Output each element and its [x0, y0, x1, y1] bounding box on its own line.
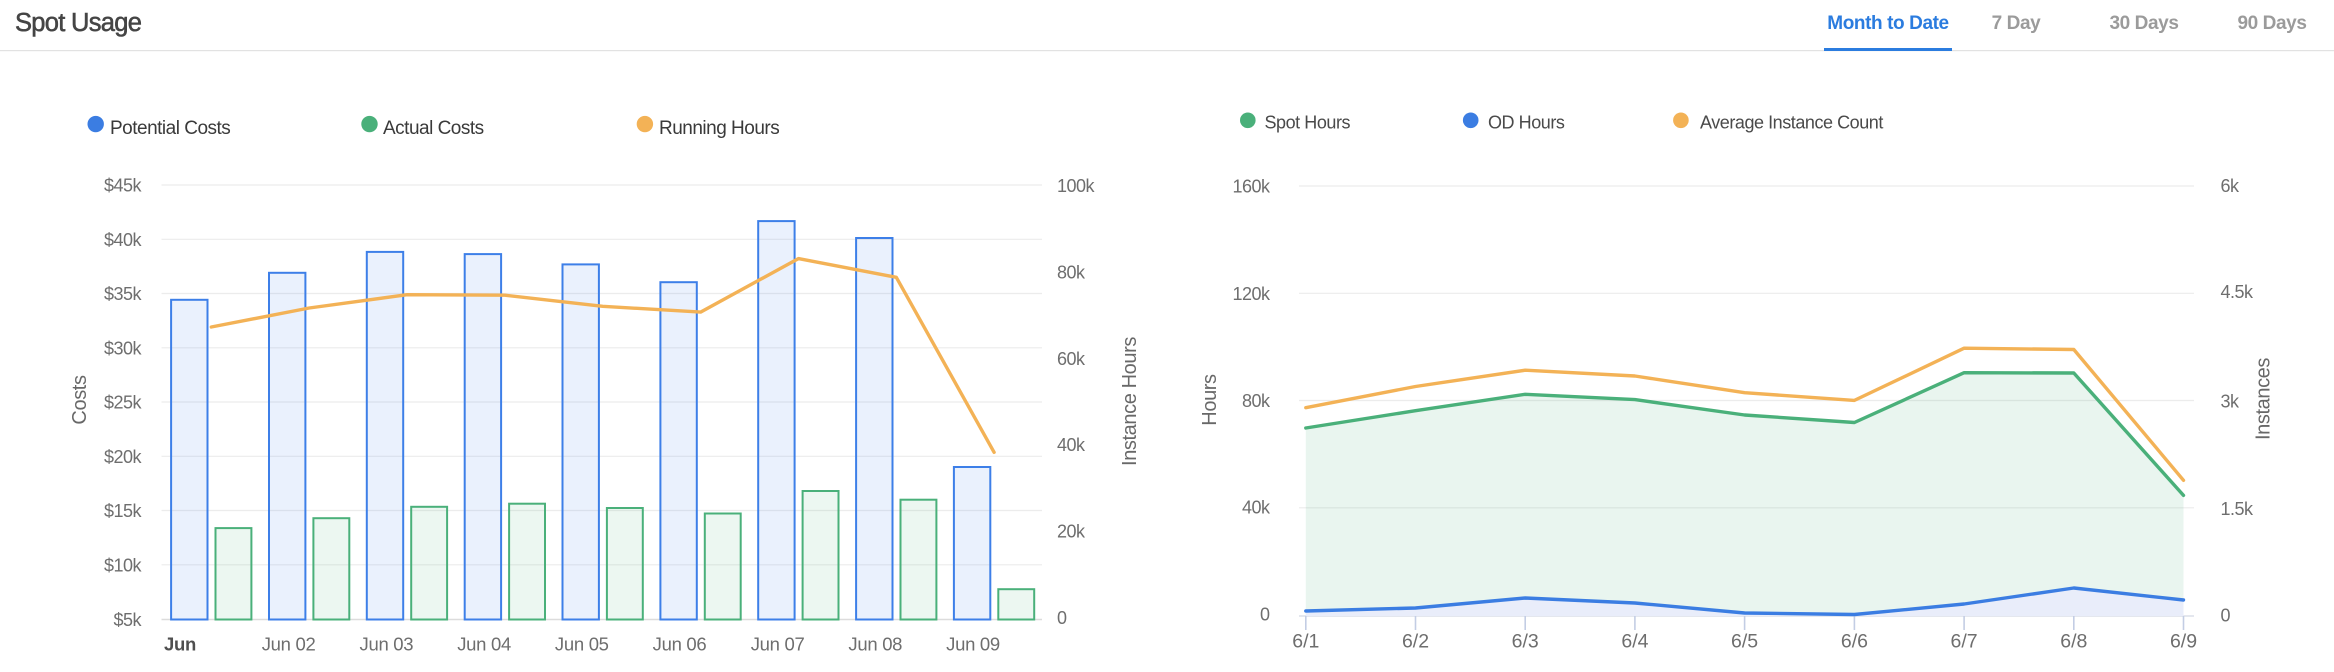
svg-text:6/8: 6/8: [2060, 631, 2087, 653]
svg-text:6/1: 6/1: [1292, 631, 1319, 653]
svg-text:Spot Usage: Spot Usage: [15, 9, 142, 37]
svg-text:6/3: 6/3: [1512, 631, 1539, 653]
svg-text:6/4: 6/4: [1621, 631, 1648, 653]
svg-text:$5k: $5k: [113, 610, 142, 630]
svg-text:Jun 07: Jun 07: [751, 634, 805, 655]
svg-text:40k: 40k: [1242, 498, 1271, 518]
svg-text:Jun 02: Jun 02: [262, 634, 316, 655]
svg-text:Instance Hours: Instance Hours: [1119, 337, 1141, 466]
svg-text:Jun 09: Jun 09: [946, 634, 1000, 655]
svg-text:$10k: $10k: [104, 555, 143, 575]
svg-text:30 Days: 30 Days: [2109, 13, 2178, 34]
svg-text:Average Instance Count: Average Instance Count: [1700, 113, 1883, 133]
svg-text:Jun: Jun: [164, 634, 196, 655]
svg-text:Jun 04: Jun 04: [457, 634, 511, 655]
svg-text:Jun 05: Jun 05: [555, 634, 609, 655]
svg-text:6/7: 6/7: [1951, 631, 1978, 653]
svg-text:0: 0: [1057, 608, 1067, 628]
svg-text:$15k: $15k: [104, 501, 143, 521]
svg-text:6/5: 6/5: [1731, 631, 1758, 653]
svg-text:OD Hours: OD Hours: [1488, 113, 1565, 133]
svg-text:$20k: $20k: [104, 447, 143, 467]
svg-text:6/6: 6/6: [1841, 631, 1868, 653]
svg-text:160k: 160k: [1232, 177, 1271, 197]
svg-text:Jun 06: Jun 06: [653, 634, 707, 655]
svg-text:80k: 80k: [1242, 391, 1271, 411]
svg-text:60k: 60k: [1057, 349, 1086, 369]
svg-text:20k: 20k: [1057, 522, 1086, 542]
svg-text:Potential Costs: Potential Costs: [110, 118, 230, 139]
svg-text:100k: 100k: [1057, 176, 1096, 196]
svg-text:$45k: $45k: [104, 176, 143, 196]
svg-text:0: 0: [2221, 606, 2231, 626]
svg-text:Month to Date: Month to Date: [1827, 13, 1948, 34]
svg-text:90 Days: 90 Days: [2237, 13, 2306, 34]
svg-text:0: 0: [1260, 605, 1270, 625]
svg-text:Actual Costs: Actual Costs: [383, 118, 484, 139]
svg-text:80k: 80k: [1057, 262, 1086, 282]
svg-text:Jun 03: Jun 03: [360, 634, 414, 655]
svg-text:6/9: 6/9: [2170, 631, 2197, 653]
svg-text:4.5k: 4.5k: [2221, 282, 2255, 302]
svg-text:Instances: Instances: [2253, 358, 2275, 440]
svg-text:Running Hours: Running Hours: [659, 118, 779, 139]
svg-text:6/2: 6/2: [1402, 631, 1429, 653]
svg-text:$30k: $30k: [104, 338, 143, 358]
svg-text:1.5k: 1.5k: [2221, 499, 2255, 519]
svg-text:Spot Hours: Spot Hours: [1265, 113, 1351, 133]
svg-text:$35k: $35k: [104, 284, 143, 304]
svg-text:40k: 40k: [1057, 435, 1086, 455]
svg-text:$40k: $40k: [104, 230, 143, 250]
svg-text:$25k: $25k: [104, 393, 143, 413]
svg-text:7 Day: 7 Day: [1992, 13, 2042, 34]
svg-text:3k: 3k: [2221, 392, 2241, 412]
svg-text:120k: 120k: [1232, 284, 1271, 304]
svg-text:Costs: Costs: [69, 375, 91, 425]
svg-text:Jun 08: Jun 08: [848, 634, 902, 655]
svg-text:Hours: Hours: [1199, 374, 1221, 426]
svg-text:6k: 6k: [2221, 176, 2241, 196]
